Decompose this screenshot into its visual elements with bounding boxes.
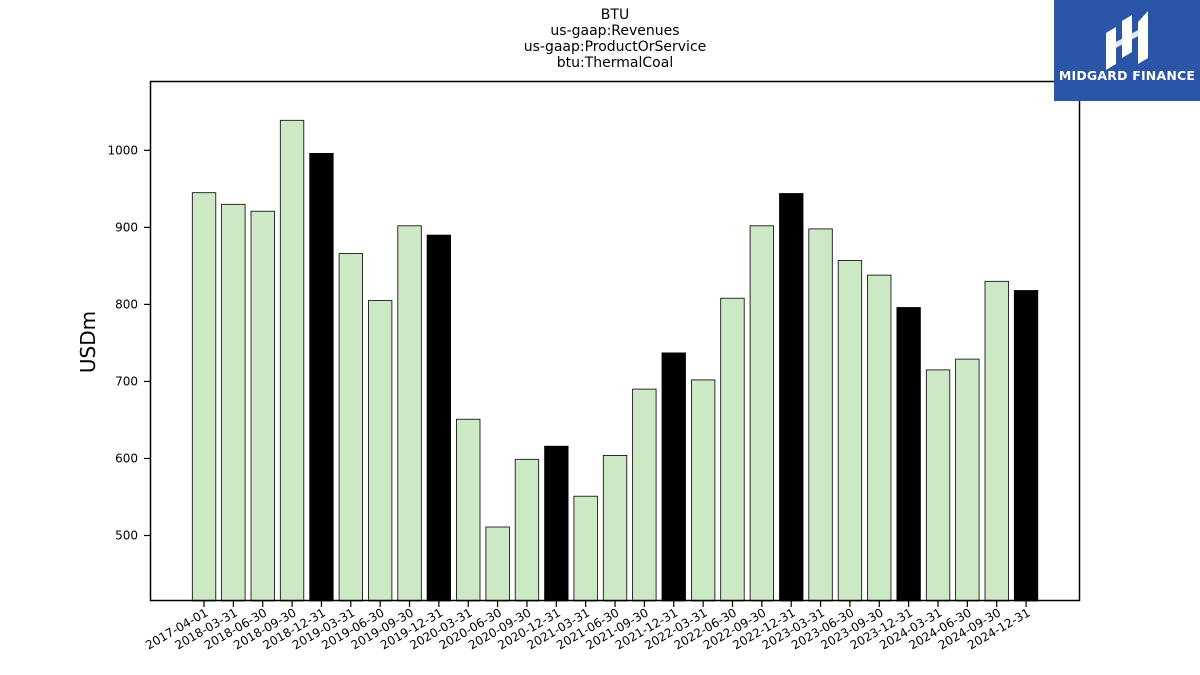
bar-2022-09-30 bbox=[749, 225, 774, 602]
x-axis: 2017-04-012018-03-312018-06-302018-09-30… bbox=[143, 601, 1033, 652]
bar-2020-03-31 bbox=[456, 418, 481, 602]
bar-2019-03-31 bbox=[338, 253, 364, 602]
y-tick-label: 800 bbox=[115, 297, 138, 311]
y-axis: 500 600 700 800 900 1000 bbox=[107, 143, 150, 543]
bar-2019-12-31 bbox=[426, 234, 452, 602]
bar-2019-09-30 bbox=[397, 225, 422, 602]
bar-2024-09-30 bbox=[984, 280, 1009, 602]
y-tick-label: 500 bbox=[115, 529, 138, 543]
bar-2023-03-31 bbox=[808, 228, 833, 602]
logo-text: MIDGARD FINANCE bbox=[1058, 68, 1196, 83]
y-axis-label: USDm bbox=[76, 311, 100, 373]
bar-2024-03-31 bbox=[925, 369, 951, 602]
chart-title-line-1: BTU bbox=[600, 7, 630, 23]
bar-2018-03-31 bbox=[221, 203, 246, 602]
bar-2023-06-30 bbox=[837, 260, 863, 602]
bar-2018-09-30 bbox=[279, 119, 305, 602]
chart-title: BTU us-gaap:Revenues us-gaap:ProductOrSe… bbox=[150, 7, 1080, 71]
midgard-logo-icon bbox=[1106, 11, 1148, 70]
chart-title-line-2: us-gaap:Revenues bbox=[550, 23, 680, 39]
bar-2024-06-30 bbox=[955, 358, 980, 602]
bars-group bbox=[191, 119, 1039, 602]
midgard-finance-logo: MIDGARD FINANCE bbox=[1054, 0, 1200, 101]
bar-2018-06-30 bbox=[250, 210, 275, 602]
y-tick-label: 600 bbox=[115, 451, 138, 465]
y-tick-label: 700 bbox=[115, 374, 138, 388]
bar-2022-03-31 bbox=[691, 379, 716, 602]
bar-2023-12-31 bbox=[896, 307, 921, 602]
bar-2018-12-31 bbox=[309, 152, 334, 602]
bar-2022-12-31 bbox=[779, 193, 804, 602]
y-tick-label: 900 bbox=[115, 220, 138, 234]
bar-2021-06-30 bbox=[602, 454, 628, 602]
bar-2023-09-30 bbox=[867, 274, 892, 602]
bar-2021-09-30 bbox=[632, 388, 657, 602]
bar-2021-03-31 bbox=[573, 495, 598, 602]
bar-2020-09-30 bbox=[514, 458, 540, 602]
bar-2021-12-31 bbox=[661, 352, 686, 602]
chart-title-line-3: us-gaap:ProductOrService bbox=[523, 39, 707, 55]
chart-title-line-4: btu:ThermalCoal bbox=[556, 55, 674, 71]
y-tick-label: 1000 bbox=[107, 143, 138, 157]
bar-2020-12-31 bbox=[544, 445, 569, 602]
bar-2020-06-30 bbox=[485, 526, 510, 602]
plot-frame bbox=[149, 80, 1081, 602]
bar-2022-06-30 bbox=[720, 297, 745, 602]
bar-2024-12-31 bbox=[1013, 290, 1039, 602]
bar-2019-06-30 bbox=[367, 300, 393, 602]
bar-2017-04-01 bbox=[191, 192, 217, 602]
